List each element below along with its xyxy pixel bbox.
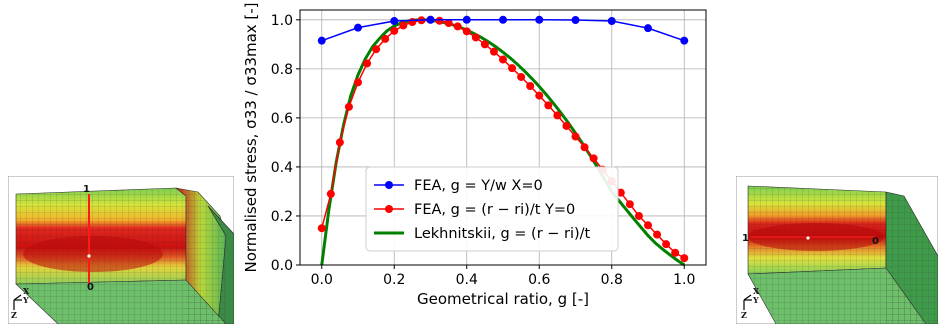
series-1-point [344, 102, 353, 111]
plot-frame [299, 9, 707, 266]
legend-box [365, 166, 619, 252]
svg-text:Y: Y [22, 295, 29, 305]
series-1-point [317, 224, 326, 233]
y-tick-label: 0.2 [271, 209, 293, 225]
series-1-point [326, 189, 335, 198]
marker-label-right: 0 [872, 236, 879, 247]
series-0-point [354, 23, 362, 32]
fea-model-right-view: 1 0 X Y Z [736, 176, 938, 324]
series-1-point [634, 211, 643, 220]
x-tick-label: 0.8 [601, 272, 623, 288]
y-axis-label: Normalised stress, σ33 / σ33max [-] [242, 2, 260, 272]
y-tick-label: 0.8 [271, 62, 293, 78]
series-0-point [571, 16, 580, 25]
series-0-point [499, 15, 507, 24]
y-tick-label: 0.6 [271, 111, 293, 127]
x-tick-label: 0.6 [528, 272, 550, 288]
series-1-point [535, 91, 544, 100]
x-axis-label: Geometrical ratio, g [-] [417, 290, 589, 308]
series-1-point [526, 82, 535, 91]
y-tick-label: 0.0 [271, 258, 293, 274]
series-1-point [580, 143, 589, 152]
series-1-point [399, 21, 408, 30]
series-1-point [335, 138, 344, 147]
y-tick-label: 1.0 [271, 13, 293, 29]
series-1-point [480, 40, 489, 49]
x-tick-label: 0.2 [383, 272, 405, 288]
coordinate-triad-icon: X Y Z [11, 286, 30, 320]
fea-model-left-view: 1 0 X Y Z [8, 176, 234, 324]
legend-marker [385, 205, 393, 213]
series-1-point [381, 34, 390, 43]
series-1-point [562, 121, 571, 130]
series-1-point [553, 111, 562, 120]
series-1-point [499, 55, 507, 64]
series-0-point [644, 24, 652, 33]
series-1-point [462, 27, 471, 36]
series-1-point [508, 64, 517, 73]
series-1-point [653, 230, 662, 239]
series-0-point [426, 15, 435, 24]
y-tick-label: 0.4 [271, 160, 293, 176]
normalised-stress-chart: 0.0 0.2 0.4 0.6 0.8 1.0 0.0 0.2 0.4 0.6 0.8 1.0 Ge… [242, 2, 707, 308]
legend-label: FEA, g = (r − ri)/t Y=0 [414, 202, 575, 218]
legend-marker [385, 181, 393, 189]
series-0-point [390, 17, 399, 26]
x-tick-label: 0.0 [311, 272, 333, 288]
series-1-point [625, 200, 634, 209]
series-0-point [680, 36, 689, 45]
series-1-point [680, 254, 689, 263]
svg-text:Z: Z [11, 310, 17, 320]
y-axis-ticks: 0.0 0.2 0.4 0.6 0.8 1.0 [271, 13, 300, 274]
marker-label-left: 1 [742, 233, 749, 244]
series-0-point [462, 15, 471, 24]
svg-text:X: X [23, 286, 30, 296]
series-1-point [489, 47, 498, 56]
series-1-point [372, 45, 381, 54]
series-1-point [453, 22, 462, 31]
series-1-point [471, 33, 480, 42]
x-tick-label: 0.4 [456, 272, 478, 288]
svg-text:Z: Z [741, 310, 747, 320]
series-0-point [535, 15, 544, 24]
series-1-point [644, 221, 652, 230]
series-1-point [390, 26, 399, 35]
series-line-2 [320, 18, 686, 267]
svg-text:Y: Y [752, 295, 759, 305]
svg-text:X: X [753, 286, 760, 296]
series-1-point [363, 59, 372, 68]
series-1-point [444, 18, 453, 27]
legend-label: Lekhnitskii, g = (r − ri)/t [414, 226, 591, 242]
series-0-point [317, 36, 326, 45]
x-tick-label: 1.0 [673, 272, 695, 288]
series-1-point [571, 132, 580, 141]
series-1-point [517, 72, 526, 81]
legend-label: FEA, g = Y/w X=0 [414, 178, 543, 194]
series-1-point [544, 101, 553, 110]
series-1-point [354, 78, 362, 87]
coordinate-triad-icon: X Y Z [741, 286, 760, 320]
marker-label-top: 1 [83, 184, 90, 195]
series-1-point [408, 18, 417, 27]
marker-label-bottom: 0 [87, 282, 94, 293]
series-1-point [662, 240, 671, 249]
legend: FEA, g = Y/w X=0 FEA, g = (r − ri)/t Y=0 L… [365, 166, 619, 252]
series-1-point [616, 188, 625, 197]
series-1-point [589, 154, 598, 163]
x-axis-ticks: 0.0 0.2 0.4 0.6 0.8 1.0 [311, 265, 695, 288]
series-1-point [671, 248, 680, 257]
series-1-point [435, 16, 444, 25]
series-0-point [607, 17, 616, 26]
